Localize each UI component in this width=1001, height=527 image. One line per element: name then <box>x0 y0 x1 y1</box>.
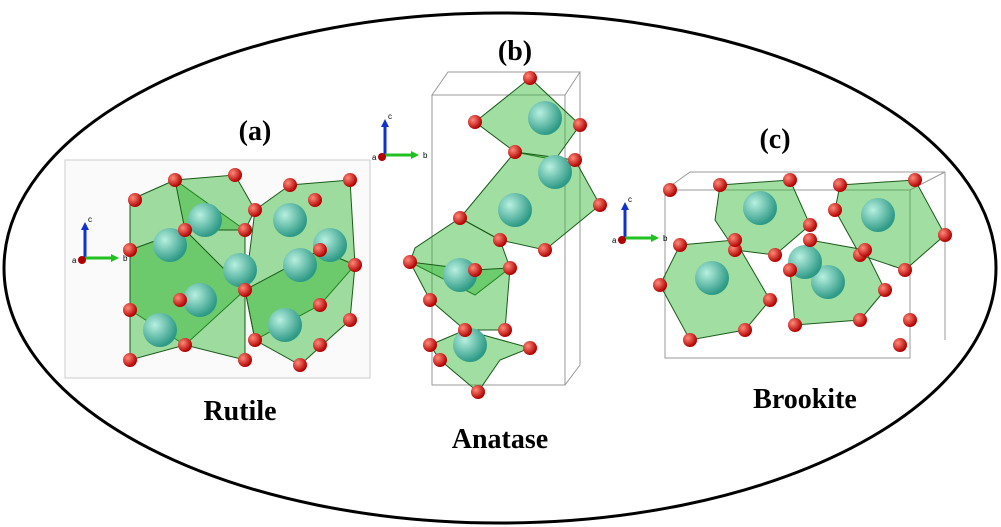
o-atom <box>568 153 582 167</box>
o-atom <box>768 248 782 262</box>
o-atom <box>433 353 447 367</box>
structure-name: Rutile <box>203 396 276 427</box>
axis-label: c <box>388 112 392 121</box>
o-atom <box>498 323 512 337</box>
axis-a <box>618 236 626 244</box>
o-atom <box>503 261 517 275</box>
o-atom <box>763 293 777 307</box>
o-atom <box>313 298 327 312</box>
o-atom <box>128 193 142 207</box>
ti-atom <box>273 203 307 237</box>
o-atom <box>238 283 252 297</box>
o-atom <box>788 318 802 332</box>
o-atom <box>238 223 252 237</box>
o-atom <box>593 198 607 212</box>
ti-atom <box>528 101 562 135</box>
o-atom <box>248 333 262 347</box>
o-atom <box>168 173 182 187</box>
o-atom <box>893 338 907 352</box>
o-atom <box>178 223 192 237</box>
o-atom <box>683 333 697 347</box>
ti-atom <box>538 155 572 189</box>
o-atom <box>538 243 552 257</box>
ti-atom <box>268 308 302 342</box>
o-atom <box>523 341 537 355</box>
o-atom <box>493 233 507 247</box>
axis-label: b <box>423 151 428 160</box>
ti-atom <box>143 313 177 347</box>
o-atom <box>343 313 357 327</box>
o-atom <box>173 293 187 307</box>
ti-atom <box>223 253 257 287</box>
o-atom <box>728 233 742 247</box>
o-atom <box>858 243 872 257</box>
axis-label: a <box>372 153 377 162</box>
o-atom <box>938 228 952 242</box>
ti-atom <box>188 203 222 237</box>
o-atom <box>403 255 417 269</box>
ti-atom <box>743 191 777 225</box>
axis-label: b <box>123 254 128 263</box>
o-atom <box>833 178 847 192</box>
axis-label: c <box>628 195 632 204</box>
o-atom <box>178 338 192 352</box>
structure-name: Brookite <box>753 384 857 415</box>
panel-label: (b) <box>498 36 532 67</box>
ti-atom <box>861 198 895 232</box>
o-atom <box>313 243 327 257</box>
o-atom <box>783 173 797 187</box>
axis-a <box>378 153 386 161</box>
o-atom <box>853 313 867 327</box>
o-atom <box>783 263 797 277</box>
o-atom <box>523 71 537 85</box>
o-atom <box>313 338 327 352</box>
o-atom <box>673 238 687 252</box>
o-atom <box>123 303 137 317</box>
o-atom <box>228 168 242 182</box>
axis-label: c <box>88 215 92 224</box>
o-atom <box>123 353 137 367</box>
o-atom <box>903 313 917 327</box>
o-atom <box>293 358 307 372</box>
o-atom <box>458 323 472 337</box>
o-atom <box>453 211 467 225</box>
o-atom <box>238 353 252 367</box>
o-atom <box>878 283 892 297</box>
o-atom <box>283 178 297 192</box>
axis-label: a <box>612 236 617 245</box>
o-atom <box>738 323 752 337</box>
o-atom <box>803 233 817 247</box>
o-atom <box>803 218 817 232</box>
ti-atom <box>498 193 532 227</box>
o-atom <box>713 178 727 192</box>
figure: c a b c a b c a b (a) Rutile (b) Anatase (c) Bro… <box>0 0 1001 527</box>
o-atom <box>653 278 667 292</box>
axis-label: a <box>72 256 77 265</box>
axis-a <box>78 256 86 264</box>
o-atom <box>423 293 437 307</box>
o-atom <box>468 263 482 277</box>
o-atom <box>248 203 262 217</box>
o-atom <box>908 173 922 187</box>
ti-atom <box>183 283 217 317</box>
o-atom <box>468 115 482 129</box>
o-atom <box>508 145 522 159</box>
ti-atom <box>695 261 729 295</box>
panel-label: (c) <box>759 124 790 155</box>
axis-label: b <box>663 234 668 243</box>
o-atom <box>343 173 357 187</box>
o-atom <box>663 183 677 197</box>
ti-atom <box>283 248 317 282</box>
o-atom <box>573 118 587 132</box>
o-atom <box>423 338 437 352</box>
o-atom <box>828 203 842 217</box>
o-atom <box>308 193 322 207</box>
o-atom <box>471 385 485 399</box>
o-atom <box>348 258 362 272</box>
structure-name: Anatase <box>452 424 548 455</box>
panel-label: (a) <box>239 116 272 147</box>
o-atom <box>898 263 912 277</box>
